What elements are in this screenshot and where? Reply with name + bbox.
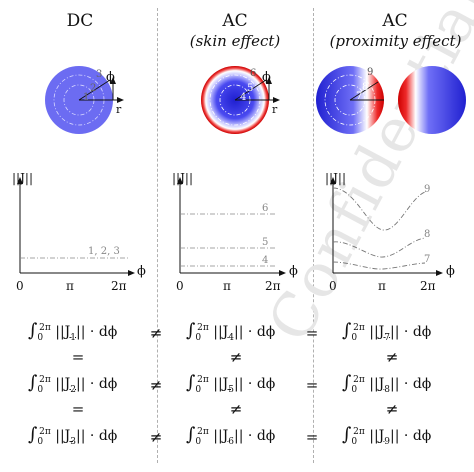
dc-xtick-0: 0 [16, 279, 24, 293]
dc-xlabel: ϕ [137, 264, 146, 279]
prox-label-9: 9 [367, 67, 374, 78]
prox-xtick-0: 0 [329, 279, 337, 293]
skin-curve-4: 4 [262, 255, 269, 266]
prox-curve-9: 9 [424, 184, 431, 195]
skin-curve-6: 6 [262, 203, 269, 214]
prox-disc-right [398, 66, 466, 134]
skin-ylabel: ||J|| [172, 171, 193, 185]
integral-j6: ∫02π ||J6|| · dϕ [186, 424, 276, 447]
skin-label-5: 5 [247, 83, 254, 94]
relation-between-row1-col1: = [71, 348, 85, 366]
dc-title: DC [66, 11, 94, 31]
dc-label-2: 2 [90, 83, 97, 94]
skin-label-6: 6 [250, 68, 257, 79]
dc-r-label: r [116, 103, 122, 116]
prox-subtitle: (proximity effect) [329, 32, 462, 50]
skin-xtick-0: 0 [176, 279, 184, 293]
dc-phi-label: ϕ [106, 70, 115, 85]
dc-xtick-pi: π [66, 279, 74, 293]
relation-between-row2-col3: ≠ [385, 400, 399, 418]
prox-label-7: 7 [356, 91, 363, 102]
skin-xtick-pi: π [223, 279, 231, 293]
prox-label-8: 8 [362, 82, 369, 93]
cross-sections [45, 66, 466, 134]
skin-subtitle: (skin effect) [189, 32, 281, 50]
skin-title: AC [222, 11, 248, 31]
dc-label-1: 1 [83, 92, 90, 103]
integral-j7: ∫02π ||J7|| · dϕ [342, 320, 432, 343]
integral-j3: ∫02π ||J3|| · dϕ [28, 424, 118, 447]
prox-ylabel: ||J|| [325, 171, 346, 185]
prox-xlabel: ϕ [446, 264, 455, 279]
skin-phi-label: ϕ [262, 70, 271, 85]
relation-row2-left: ≠ [149, 376, 163, 394]
relation-row2-right: = [305, 376, 319, 394]
relation-between-row2-col1: = [71, 400, 85, 418]
skin-r-label: r [272, 103, 278, 116]
prox-curve-8: 8 [424, 229, 431, 240]
integral-j1: ∫02π ||J1|| · dϕ [28, 320, 118, 343]
relation-between-row1-col3: ≠ [385, 348, 399, 366]
integral-j5: ∫02π ||J5|| · dϕ [186, 372, 276, 395]
integral-j9: ∫02π ||J9|| · dϕ [342, 424, 432, 447]
relation-row1-right: = [305, 324, 319, 342]
prox-xtick-2pi: 2π [420, 279, 436, 293]
dc-xtick-2pi: 2π [111, 279, 127, 293]
integral-j8: ∫02π ||J8|| · dϕ [342, 372, 432, 395]
divider-left [157, 8, 158, 463]
relation-row3-right: = [305, 428, 319, 446]
dc-curve-label: 1, 2, 3 [88, 246, 120, 257]
skin-curve-5: 5 [262, 237, 269, 248]
relation-between-row2-col2: ≠ [229, 400, 243, 418]
skin-xlabel: ϕ [289, 264, 298, 279]
dc-ylabel: ||J|| [12, 171, 33, 185]
current-density-plots [17, 177, 443, 276]
prox-title: AC [382, 11, 408, 31]
relation-row1-left: ≠ [149, 324, 163, 342]
divider-right [313, 8, 314, 463]
prox-curve-7: 7 [424, 254, 431, 265]
dc-label-3: 3 [96, 69, 103, 80]
integral-j4: ∫02π ||J4|| · dϕ [186, 320, 276, 343]
skin-xtick-2pi: 2π [265, 279, 281, 293]
integral-j2: ∫02π ||J2|| · dϕ [28, 372, 118, 395]
prox-xtick-pi: π [378, 279, 386, 293]
relation-row3-left: ≠ [149, 428, 163, 446]
skin-label-4: 4 [240, 92, 247, 103]
relation-between-row1-col2: ≠ [229, 348, 243, 366]
